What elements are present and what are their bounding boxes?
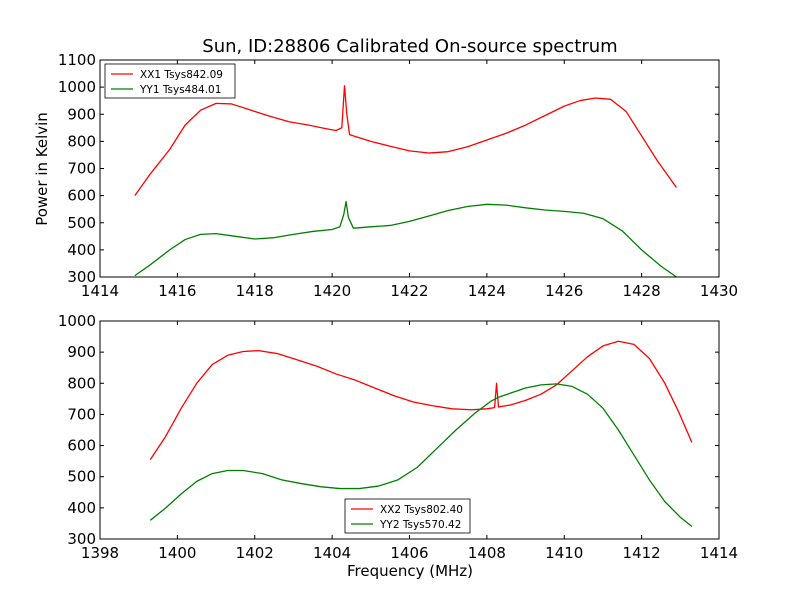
x-tick-label: 1402 — [236, 544, 274, 562]
x-tick-label: 1416 — [158, 282, 196, 300]
y-axis-label: Power in Kelvin — [33, 112, 51, 226]
series-line-xx2 — [149, 340, 693, 460]
y-tick-label: 600 — [67, 437, 96, 455]
y-tick-label: 500 — [67, 468, 96, 486]
y-tick-label: 1000 — [58, 312, 96, 330]
y-tick-label: 1000 — [58, 78, 96, 96]
legend: XX2 Tsys802.40 YY2 Tsys570.42 — [344, 498, 471, 534]
top-spectrum-panel: 1414 1416 1418 1420 1422 1424 1426 1428 1430 300 4… — [58, 51, 738, 300]
y-tick-label: 1100 — [58, 51, 96, 69]
legend-box — [344, 498, 471, 534]
legend-entry-label: YY1 Tsys484.01 — [139, 84, 221, 96]
series-line-yy1 — [134, 200, 677, 278]
x-tick-label: 1404 — [313, 544, 351, 562]
x-tick-label: 1424 — [468, 282, 506, 300]
bottom-spectrum-panel: 1398 1400 1402 1404 1406 1408 1410 1412 1414 300 4… — [58, 312, 738, 562]
legend-entry-label: XX1 Tsys842.09 — [140, 69, 223, 81]
y-tick-label: 700 — [67, 160, 96, 178]
y-tick-label: 400 — [67, 241, 96, 259]
x-tick-label: 1422 — [390, 282, 428, 300]
x-tick-label: 1400 — [158, 544, 196, 562]
y-tick-label: 800 — [67, 374, 96, 392]
y-tick-label: 700 — [67, 405, 96, 423]
x-tick-label: 1426 — [545, 282, 583, 300]
x-axis-label: Frequency (MHz) — [347, 562, 473, 580]
series-line-yy2 — [149, 383, 693, 528]
y-tick-label: 400 — [67, 499, 96, 517]
x-tick-label: 1410 — [545, 544, 583, 562]
x-tick-label: 1406 — [390, 544, 428, 562]
series-line-xx1 — [134, 85, 677, 197]
x-tick-label: 1414 — [81, 282, 119, 300]
legend-entry-label: XX2 Tsys802.40 — [380, 504, 463, 516]
x-tick-label: 1420 — [313, 282, 351, 300]
y-tick-label: 900 — [67, 343, 96, 361]
legend-entry-label: YY2 Tsys570.42 — [379, 519, 461, 531]
x-tick-label: 1398 — [81, 544, 119, 562]
x-tick-label: 1430 — [700, 282, 738, 300]
x-tick-label: 1412 — [623, 544, 661, 562]
y-tick-label: 300 — [67, 530, 96, 548]
y-tick-label: 900 — [67, 105, 96, 123]
legend-box — [104, 63, 236, 99]
legend: XX1 Tsys842.09 YY1 Tsys484.01 — [104, 63, 236, 99]
figure-title: Sun, ID:28806 Calibrated On-source spect… — [202, 36, 617, 57]
y-tick-label: 600 — [67, 187, 96, 205]
y-tick-label: 500 — [67, 214, 96, 232]
x-tick-label: 1414 — [700, 544, 738, 562]
y-tick-label: 300 — [67, 268, 96, 286]
y-tick-label: 800 — [67, 132, 96, 150]
x-tick-label: 1418 — [236, 282, 274, 300]
x-tick-label: 1408 — [468, 544, 506, 562]
x-tick-label: 1428 — [623, 282, 661, 300]
